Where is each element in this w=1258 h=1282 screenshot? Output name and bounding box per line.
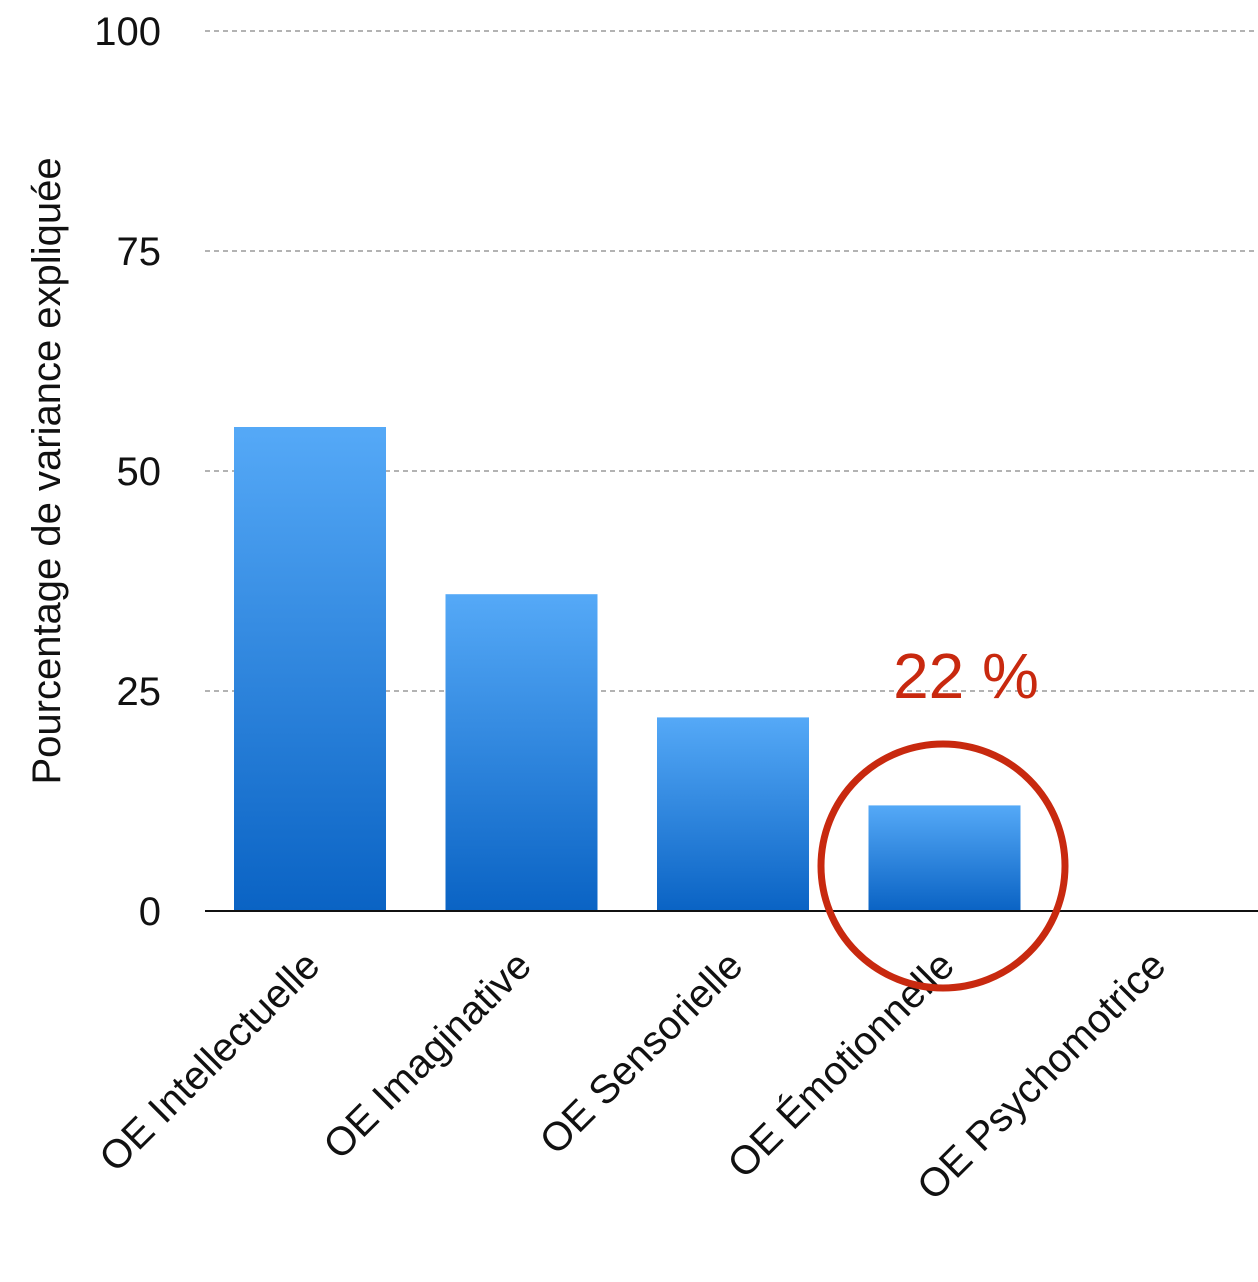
annotation: 22 % (817, 640, 1069, 992)
y-tick-label: 50 (117, 450, 162, 494)
x-category-label: OE Émotionnelle (719, 943, 963, 1187)
x-category-label: OE Sensorielle (532, 943, 752, 1163)
bar (657, 717, 809, 911)
x-category-label: OE Intellectuelle (91, 943, 328, 1180)
x-category-label: OE Imaginative (315, 943, 539, 1167)
y-tick-label: 75 (117, 230, 162, 274)
y-axis-title: Pourcentage de variance expliquée (25, 157, 69, 784)
y-tick-label: 25 (117, 670, 162, 714)
bars (234, 427, 1021, 911)
bar (868, 805, 1021, 911)
y-tick-label: 100 (94, 10, 161, 54)
bar (234, 427, 386, 911)
highlight-circle (817, 740, 1069, 992)
y-tick-label: 0 (139, 890, 161, 934)
bar (445, 594, 598, 911)
axes: 0 25 50 75 100 (94, 10, 1258, 934)
annotation-label: 22 % (893, 640, 1039, 712)
